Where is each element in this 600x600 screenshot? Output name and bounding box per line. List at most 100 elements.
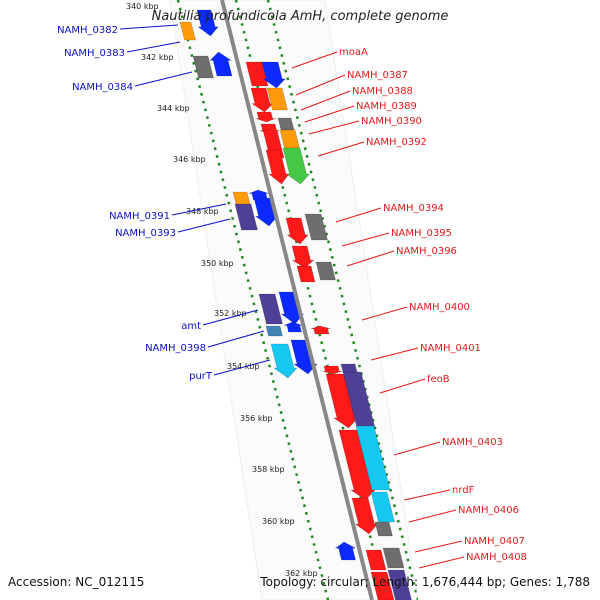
kbp-tick-label: 356 kbp: [240, 414, 273, 423]
kbp-tick-label: 344 kbp: [157, 104, 190, 113]
gene-feature-18: [234, 203, 258, 231]
gene-label-right: NAMH_0408: [466, 552, 527, 563]
gene-feature-23: [296, 265, 316, 283]
gene-feature-15: [265, 149, 290, 185]
leader-line: [341, 232, 390, 247]
gene-label-left: amt: [181, 321, 201, 332]
gene-label-right: NAMH_0396: [396, 246, 457, 257]
kbp-tick-label: 348 kbp: [186, 207, 219, 216]
gene-feature-30: [270, 343, 298, 379]
gene-label-left: purT: [189, 371, 213, 382]
gene-feature-32: [322, 365, 343, 375]
gene-features: [179, 9, 412, 600]
gene-label-right: NAMH_0390: [361, 116, 422, 127]
kbp-tick-label: 350 kbp: [201, 259, 234, 268]
gene-feature-22: [291, 245, 315, 269]
gene-label-right: NAMH_0401: [420, 343, 481, 354]
leader-line: [295, 74, 346, 96]
gene-label-right: NAMH_0388: [352, 86, 413, 97]
gene-feature-9: [255, 111, 276, 123]
leader-line: [308, 120, 360, 135]
accession-text: Accession: NC_012115: [8, 575, 145, 589]
gene-label-right: NAMH_0389: [356, 101, 417, 112]
leader-line: [304, 105, 355, 123]
gene-feature-4: [209, 51, 233, 77]
gene-feature-8: [266, 87, 288, 111]
leader-line: [317, 141, 365, 157]
gene-feature-38: [351, 497, 379, 535]
leader-line: [300, 90, 351, 111]
leader-line: [361, 306, 408, 321]
genome-backbone: [220, 0, 374, 600]
leader-line: [177, 218, 231, 233]
gene-feature-44: [370, 571, 395, 600]
leader-line: [346, 250, 395, 267]
map-title: Nautilia profundicola AmH, complete geno…: [151, 9, 449, 24]
leader-line: [403, 489, 451, 501]
leader-line: [207, 330, 265, 348]
leader-line: [126, 41, 181, 53]
gene-label-right: NAMH_0392: [366, 137, 427, 148]
gene-feature-7: [250, 87, 274, 113]
gene-label-right: NAMH_0394: [383, 203, 444, 214]
gene-feature-35: [342, 371, 376, 429]
gene-label-right: NAMH_0400: [409, 302, 470, 313]
gene-feature-11: [277, 117, 295, 131]
gene-label-right: moaA: [339, 47, 368, 58]
gene-label-left: NAMH_0383: [64, 48, 125, 59]
gene-feature-27: [265, 325, 283, 337]
gene-label-left: NAMH_0393: [115, 228, 176, 239]
kbp-tick-label: 352 kbp: [214, 309, 247, 318]
gene-label-right: NAMH_0406: [458, 505, 519, 516]
gene-label-right: NAMH_0395: [391, 228, 452, 239]
kbp-tick-label: 358 kbp: [252, 465, 285, 474]
gene-label-left: NAMH_0398: [145, 343, 206, 354]
kbp-tick-label: 346 kbp: [173, 155, 206, 164]
kbp-tick-label: 360 kbp: [262, 517, 295, 526]
gene-feature-37: [355, 425, 391, 491]
leader-line: [213, 359, 271, 376]
leader-line: [134, 71, 193, 87]
label-leaders: [119, 24, 465, 569]
gene-label-right: nrdF: [452, 485, 475, 496]
gene-feature-45: [387, 569, 412, 600]
leader-line: [370, 347, 419, 361]
gene-feature-3: [192, 55, 214, 79]
leader-line: [171, 203, 227, 216]
kbp-tick-label: 362 kbp: [285, 569, 318, 578]
leader-line: [119, 24, 179, 30]
kbp-tick-label: 354 kbp: [227, 362, 260, 371]
gene-label-left: NAMH_0391: [109, 211, 170, 222]
gene-feature-42: [365, 549, 387, 571]
gene-feature-33: [340, 363, 358, 373]
leader-line: [202, 309, 259, 326]
leader-line: [291, 51, 338, 69]
gene-feature-41: [334, 541, 356, 561]
kbp-tick-label: 340 kbp: [126, 2, 159, 11]
leader-line: [335, 207, 382, 223]
leader-line: [418, 556, 465, 569]
kbp-ticks: 340 kbp 342 kbp 344 kbp 346 kbp 348 kbp 350 k…: [126, 2, 318, 578]
gene-feature-21: [304, 213, 328, 241]
leader-line: [379, 378, 426, 394]
gene-feature-43: [382, 547, 405, 569]
gene-feature-2: [196, 9, 219, 37]
gene-feature-25: [258, 293, 283, 325]
gene-feature-39: [370, 491, 395, 523]
gene-label-left: NAMH_0384: [72, 82, 133, 93]
gene-feature-20: [285, 217, 309, 245]
gene-feature-1: [179, 21, 196, 41]
topology-text: Topology: circular; Length: 1,676,444 bp…: [260, 575, 590, 589]
gene-label-right: NAMH_0387: [347, 70, 408, 81]
gene-label-right: NAMH_0403: [442, 437, 503, 448]
gene-feature-6: [261, 61, 286, 89]
kbp-tick-label: 342 kbp: [141, 53, 174, 62]
gene-feature-24: [315, 261, 336, 281]
gene-feature-5: [245, 61, 269, 87]
gene-labels: NAMH_0382 NAMH_0383 NAMH_0384 NAMH_0391 NAMH…: [57, 25, 527, 563]
leader-line: [414, 540, 463, 553]
leader-line: [408, 509, 457, 523]
gene-label-left: NAMH_0382: [57, 25, 118, 36]
gene-label-right: feoB: [427, 374, 450, 385]
